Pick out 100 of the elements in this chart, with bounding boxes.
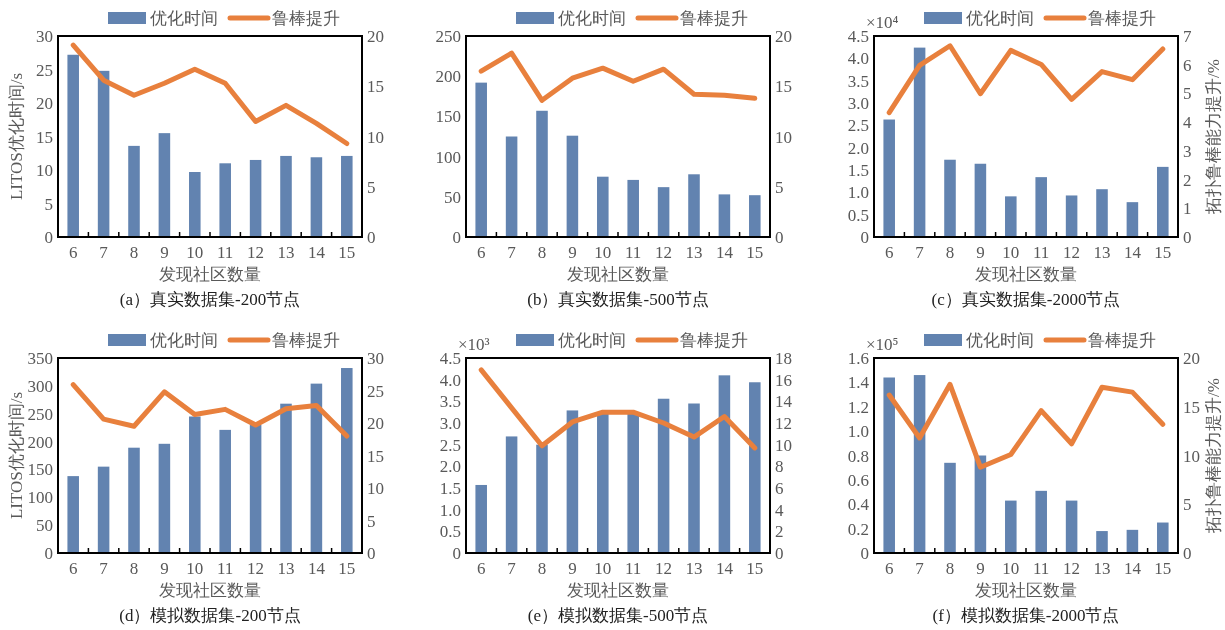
bar: [219, 163, 231, 237]
y-tick-label: 250: [27, 404, 53, 424]
x-tick-label: 12: [1063, 243, 1081, 262]
x-tick-label: 12: [247, 243, 265, 262]
y2-tick-label: 14: [775, 392, 793, 412]
x-tick-label: 14: [715, 559, 734, 578]
y-tick-label: 0: [860, 228, 869, 247]
y2-tick-label: 12: [775, 414, 792, 433]
y2-tick-label: 5: [775, 177, 784, 197]
y-tick-label: 0.8: [847, 446, 869, 466]
y-tick-label: 0: [44, 544, 53, 563]
text: ×10⁵: [866, 335, 899, 354]
x-tick-label: 15: [338, 243, 356, 262]
y2-tick-label: 8: [775, 457, 784, 477]
x-tick-label: 10: [186, 559, 204, 578]
y2-tick-label: 4: [775, 500, 784, 520]
legend-label: 优化时间: [558, 9, 626, 28]
x-tick-label: 7: [507, 559, 517, 578]
text: ×10⁴: [866, 13, 899, 32]
x-tick-label: 15: [338, 559, 356, 578]
text: (f）模拟数据集-2000节点: [932, 606, 1120, 625]
y-tick-label: 0.5: [439, 522, 461, 542]
y2-tick-label: 2: [1183, 170, 1192, 190]
bar: [249, 424, 262, 553]
y2-tick-label: 0: [1183, 544, 1192, 563]
bar: [1096, 189, 1108, 237]
y-tick-label: 3.5: [439, 392, 461, 412]
x-tick-label: 6: [884, 559, 894, 578]
y2-tick-label: 3: [1183, 141, 1192, 161]
bar: [1157, 522, 1169, 553]
bar: [1005, 196, 1017, 237]
x-tick-label: 13: [685, 243, 703, 262]
y-tick-label: 200: [27, 432, 53, 452]
x-tick-label: 10: [1002, 243, 1020, 262]
y-tick-label: 4.5: [847, 27, 869, 46]
y-tick-label: 150: [435, 107, 461, 127]
x-tick-label: 11: [1033, 243, 1050, 262]
bar: [249, 159, 262, 237]
y-tick-label: 0.6: [847, 470, 869, 490]
y-tick-label: 1.2: [847, 397, 869, 417]
y-tick-label: 4.0: [439, 370, 461, 390]
y-tick-label: 50: [36, 516, 53, 536]
x-axis-title: 发现社区数量: [975, 581, 1077, 600]
x-tick-label: 10: [1002, 559, 1020, 578]
y-tick-label: 250: [435, 27, 461, 46]
x-tick-label: 8: [537, 243, 547, 262]
bar: [505, 136, 518, 237]
x-tick-label: 9: [160, 559, 169, 578]
x-tick-label: 12: [247, 559, 265, 578]
x-tick-label: 10: [594, 243, 612, 262]
y2-tick-label: 1: [1183, 199, 1192, 219]
bar: [1035, 177, 1047, 237]
y-tick-label: 1.5: [439, 479, 461, 498]
y2-tick-label: 7: [1183, 27, 1192, 46]
bar: [1005, 500, 1017, 553]
y-tick-label: 100: [435, 147, 461, 167]
y2-tick-label: 15: [775, 77, 792, 97]
bar: [883, 119, 895, 237]
legend-label: 优化时间: [558, 331, 626, 350]
x-tick-label: 13: [277, 243, 295, 262]
y-tick-label: 3.5: [847, 71, 869, 91]
legend-label: 鲁棒提升: [1088, 9, 1156, 28]
legend-label: 优化时间: [150, 9, 218, 28]
y-tick-label: 300: [27, 376, 53, 396]
y2-tick-label: 5: [367, 177, 376, 197]
text: (a）真实数据集-200节点: [119, 290, 301, 309]
x-tick-label: 9: [976, 559, 985, 578]
x-tick-label: 14: [1123, 559, 1142, 578]
bar: [1065, 195, 1078, 237]
y-tick-label: 30: [36, 27, 53, 46]
bar: [913, 375, 926, 553]
bar: [749, 382, 761, 553]
y-tick-label: 1.0: [847, 422, 869, 442]
bar: [219, 429, 231, 553]
x-tick-label: 11: [217, 559, 234, 578]
legend-label: 优化时间: [150, 331, 218, 350]
x-tick-label: 10: [594, 559, 612, 578]
legend-label: 优化时间: [966, 9, 1034, 28]
y2-tick-label: 0: [1183, 228, 1192, 247]
x-tick-label: 15: [746, 559, 764, 578]
x-axis-title: 发现社区数量: [567, 581, 669, 600]
y2-tick-label: 10: [775, 435, 792, 455]
x-tick-label: 12: [655, 243, 673, 262]
x-tick-label: 13: [277, 559, 295, 578]
y2-tick-label: 20: [367, 27, 384, 46]
y2-tick-label: 10: [367, 479, 384, 498]
x-tick-label: 10: [186, 243, 204, 262]
bar: [566, 410, 579, 553]
bar: [310, 383, 323, 553]
y-tick-label: 0: [452, 544, 461, 563]
bar: [280, 403, 292, 553]
bar: [718, 375, 731, 553]
bar: [280, 155, 292, 237]
x-tick-label: 9: [160, 243, 169, 262]
bar: [1126, 202, 1139, 237]
bar: [597, 176, 609, 237]
y-axis-title: LITOS优化时间/s: [7, 391, 26, 520]
bar: [67, 476, 79, 553]
x-tick-label: 7: [915, 559, 925, 578]
bar: [657, 187, 670, 237]
